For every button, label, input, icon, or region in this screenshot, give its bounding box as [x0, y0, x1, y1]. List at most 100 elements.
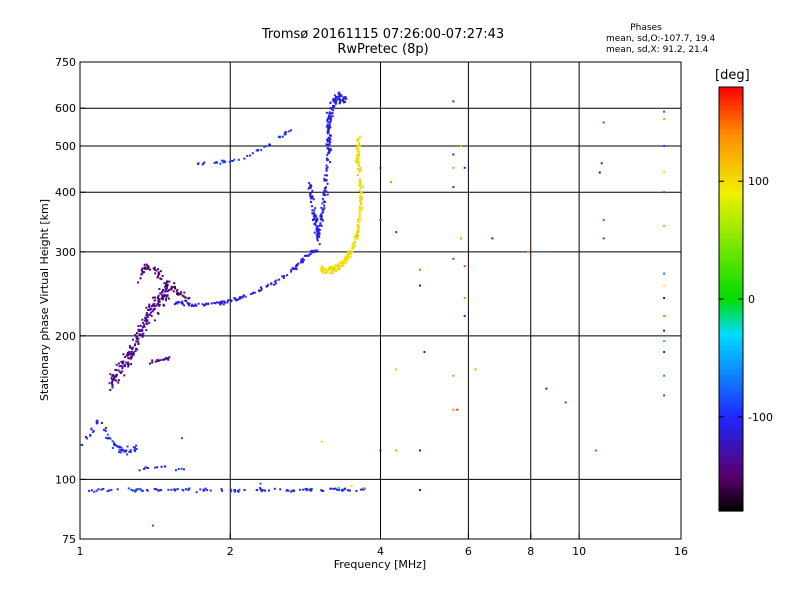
echo-point [357, 220, 360, 223]
echo-point [564, 401, 567, 404]
echo-point [164, 465, 167, 468]
echo-point [423, 351, 426, 353]
echo-point [353, 241, 356, 244]
echo-point [150, 307, 152, 310]
echo-point [314, 221, 317, 224]
colorbar-segment [719, 430, 743, 437]
echo-point [137, 337, 140, 340]
echo-point [356, 224, 359, 226]
echo-point [326, 131, 329, 133]
echo-point [359, 166, 362, 169]
echo-point [204, 487, 207, 490]
echo-point [329, 134, 331, 137]
colorbar-segment [719, 478, 743, 484]
echo-point [123, 374, 126, 377]
echo-point [663, 284, 666, 287]
echo-point [120, 360, 123, 363]
colorbar-segment [719, 449, 743, 456]
echo-point [452, 186, 455, 189]
echo-point [311, 212, 314, 215]
echo-point [491, 237, 494, 240]
echo-point [181, 300, 184, 303]
echo-point [152, 296, 155, 299]
echo-point [322, 211, 325, 214]
echo-point [318, 229, 321, 231]
x-tick-label: 6 [465, 545, 472, 558]
echo-point [326, 123, 329, 126]
echo-point [663, 329, 666, 332]
echo-point [153, 267, 156, 270]
echo-point [134, 450, 137, 453]
echo-point [132, 351, 135, 354]
echo-point [316, 239, 319, 242]
echo-point [102, 487, 105, 490]
echo-point [463, 166, 466, 169]
colorbar-segment [719, 341, 743, 347]
echo-point [238, 488, 241, 491]
echo-point [332, 104, 335, 107]
echo-point [358, 145, 360, 148]
echo-point [170, 488, 173, 491]
echo-point [334, 269, 337, 272]
echo-point [128, 345, 131, 348]
echo-point [663, 110, 666, 113]
colorbar-segment [719, 185, 743, 192]
echo-point [308, 182, 311, 185]
colorbar-segment [719, 101, 743, 107]
echo-point [112, 379, 115, 382]
echo-point [188, 302, 191, 305]
echo-point [342, 264, 345, 267]
echo-point [357, 151, 360, 154]
echo-point [328, 143, 331, 146]
echo-point [221, 301, 224, 304]
echo-point [143, 263, 146, 266]
echo-point [115, 363, 118, 366]
echo-point [347, 250, 349, 253]
echo-point [310, 197, 312, 200]
echo-point [119, 451, 122, 454]
colorbar-segment [719, 223, 743, 229]
y-tick-label: 600 [55, 102, 76, 115]
echo-point [327, 116, 330, 118]
echo-point [295, 268, 298, 271]
echo-point [222, 159, 225, 162]
echo-point [332, 106, 335, 109]
echo-point [331, 115, 334, 118]
echo-point [145, 322, 148, 325]
echo-point [341, 262, 344, 265]
echo-point [345, 97, 348, 100]
echo-point [324, 194, 327, 196]
echo-point [243, 489, 246, 491]
colorbar-segment [719, 374, 743, 380]
echo-point [329, 268, 332, 271]
echo-point [293, 268, 296, 270]
echo-point [127, 365, 130, 368]
echo-point [358, 184, 361, 187]
echo-point [283, 133, 286, 136]
echo-point [152, 303, 155, 306]
echo-point [337, 486, 340, 489]
echo-point [229, 488, 232, 491]
echo-point [134, 343, 137, 346]
echo-point [320, 440, 323, 443]
echo-point [117, 445, 119, 448]
echo-point [157, 360, 160, 362]
colorbar-segment [719, 346, 743, 352]
echo-point [319, 222, 322, 225]
echo-point [158, 273, 161, 276]
echo-point [116, 373, 118, 376]
echo-point [315, 233, 318, 236]
colorbar-segment [719, 388, 743, 394]
colorbar-segment [719, 303, 743, 310]
echo-point [329, 487, 332, 490]
echo-point [357, 224, 360, 227]
echo-point [663, 171, 666, 174]
echo-point [357, 142, 360, 144]
colorbar-segment [719, 445, 743, 451]
echo-point [173, 303, 176, 306]
echo-point [206, 489, 209, 492]
echo-point [325, 268, 328, 271]
echo-point [326, 270, 329, 273]
echo-point [112, 376, 115, 379]
echo-point [127, 353, 130, 356]
